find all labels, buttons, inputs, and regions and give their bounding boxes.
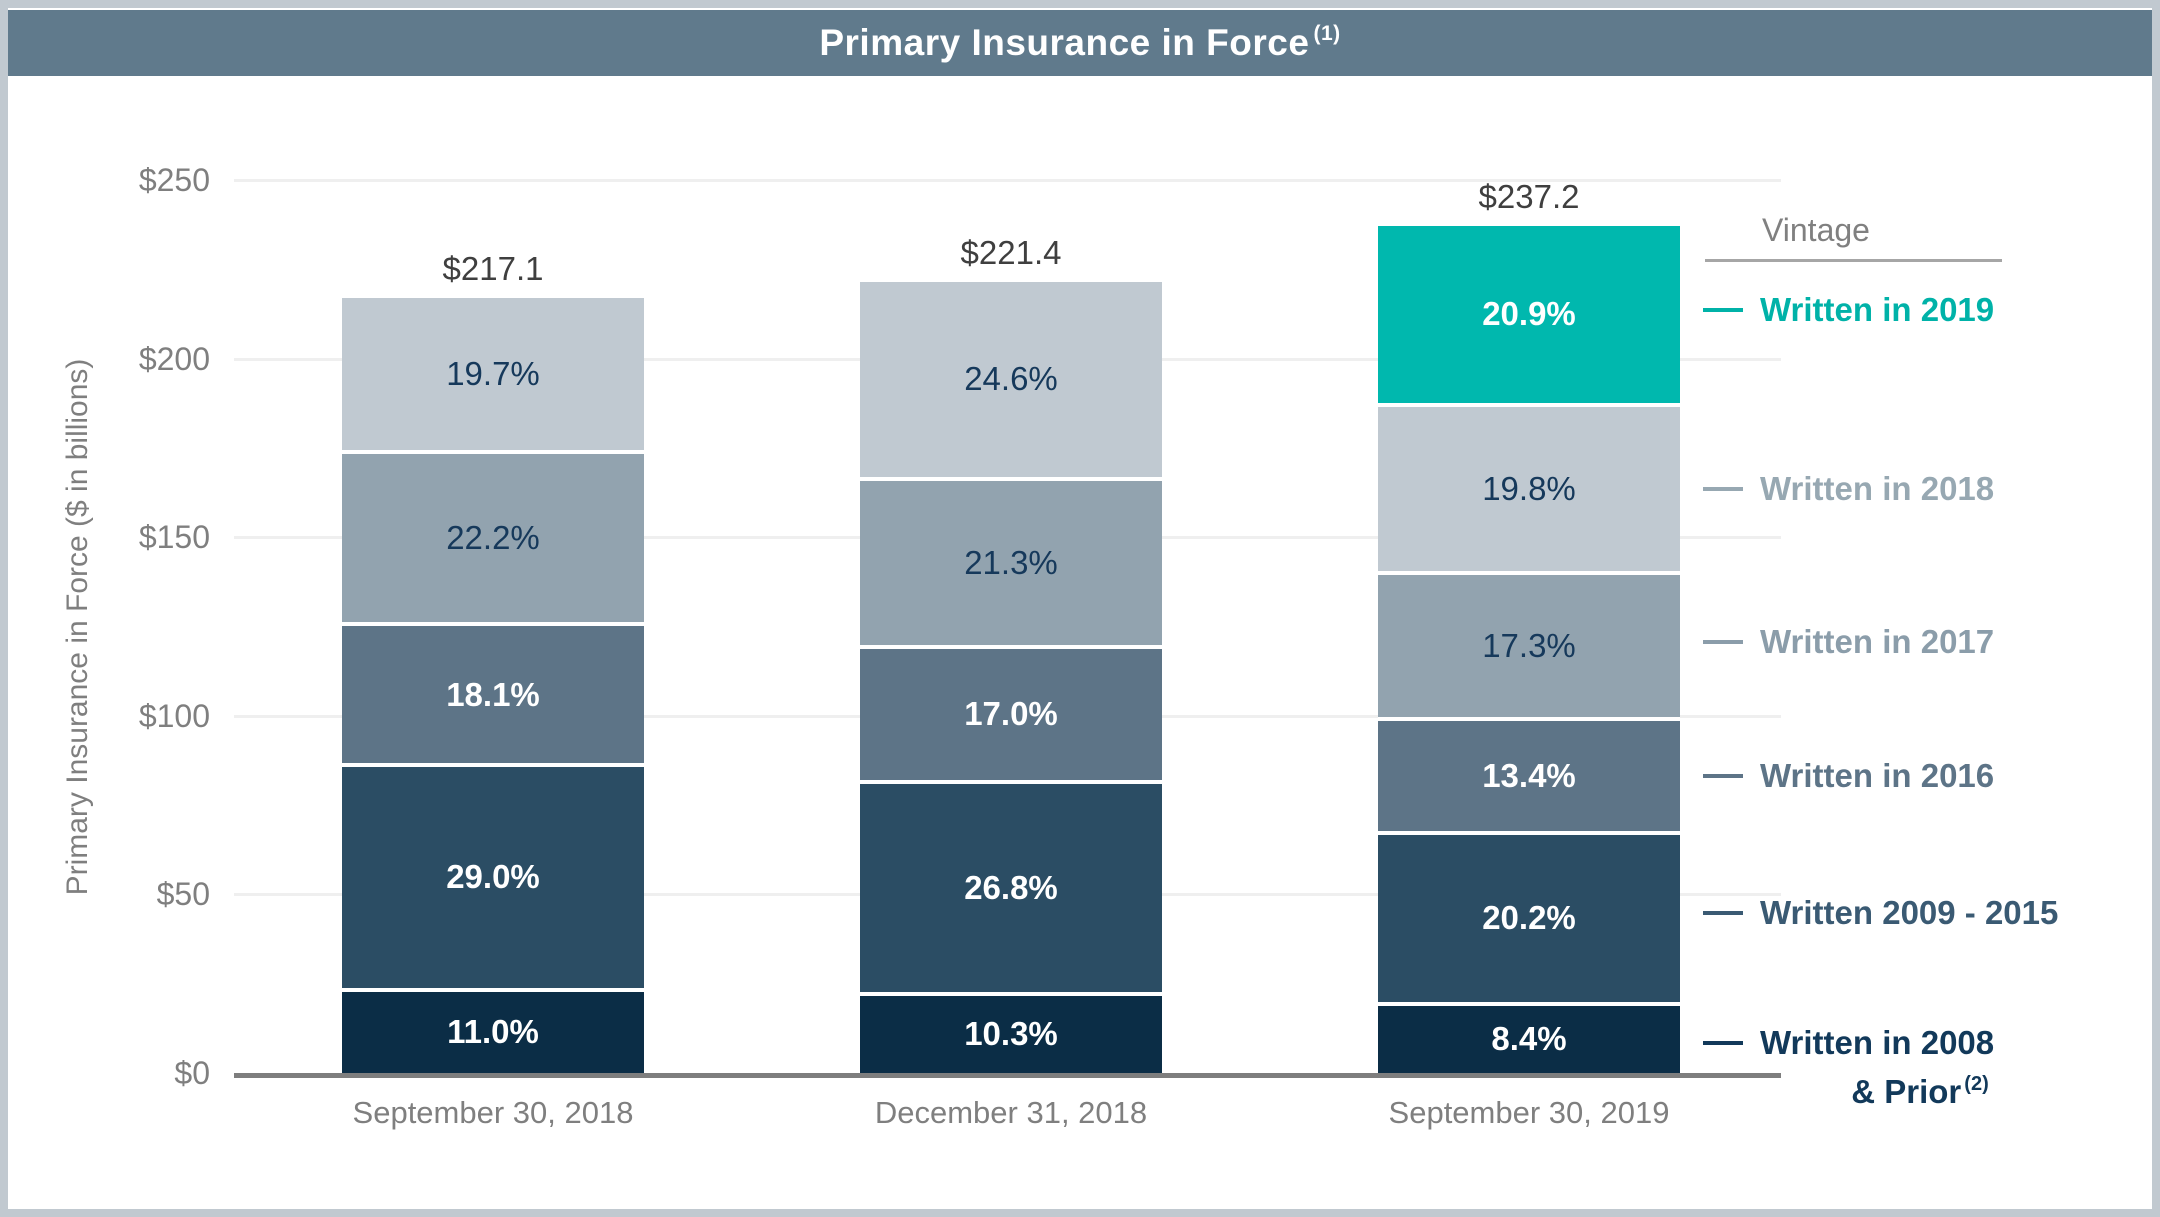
y-tick-label: $200 [138,340,210,377]
y-tick-label: $0 [174,1055,210,1091]
legend-label: Written 2009 - 2015 [1760,894,2059,931]
legend-label: Written in 2016 [1760,757,1995,794]
y-axis-title: Primary Insurance in Force ($ in billion… [61,358,94,896]
bar-total-label: $237.2 [1478,177,1580,215]
bar-segment: 19.8% [1378,402,1680,571]
x-axis-label: December 31, 2018 [874,1095,1148,1130]
legend-title: Vintage [1762,212,1870,248]
legend-dash [1703,1041,1743,1045]
bar-segment: 18.1% [342,622,644,763]
x-axis-label: September 30, 2018 [352,1095,634,1130]
bar-segment: 20.2% [1378,830,1680,1002]
bar-total-label: $221.4 [960,234,1062,272]
y-tick-label: $150 [138,519,210,556]
legend-dash [1703,487,1743,491]
bar-segment: 17.0% [860,645,1162,780]
x-axis-line [234,1073,1781,1078]
y-tick-label: $50 [156,876,210,913]
footnote-marker-1: (1) [1313,21,1341,45]
bar-segment: 20.9% [1378,225,1680,403]
legend-label: Written in 2019 [1760,291,1995,328]
bar-segment: 17.3% [1378,570,1680,718]
legend-dash [1703,911,1743,915]
legend-rule [1705,259,2002,262]
legend-label: Written in 2008 & Prior (2) [1760,1024,1995,1110]
bar-segment: 24.6% [860,282,1162,477]
bar-segment: 22.2% [342,450,644,623]
footnote-marker-2: (2) [1964,1073,1989,1095]
x-axis-label: September 30, 2019 [1388,1095,1670,1130]
legend-label: Written in 2017 [1760,623,1995,660]
bar-segment: 8.4% [1378,1001,1680,1073]
bar-segment: 21.3% [860,476,1162,646]
bar-segment: 19.7% [342,297,644,451]
legend-dash [1703,308,1743,312]
bar-segment: 10.3% [860,991,1162,1073]
bar-segment: 29.0% [342,762,644,988]
y-tick-label: $100 [138,697,210,734]
chart-title-bar: Primary Insurance in Force (1) [8,10,2152,76]
stacked-bar: 20.9% 19.8% 17.3% 13.4% 20.2% 8.4% [1378,225,1680,1073]
y-tick-label: $250 [138,162,210,198]
stacked-bar: 19.7% 22.2% 18.1% 29.0% 11.0% [342,297,644,1073]
page-title: Primary Insurance in Force (1) [819,21,1341,63]
bar-segment: 11.0% [342,987,644,1073]
stacked-bar: 24.6% 21.3% 17.0% 26.8% 10.3% [860,282,1162,1073]
legend-dash [1703,774,1743,778]
bar-segment: 13.4% [1378,717,1680,831]
bar-total-label: $217.1 [442,249,544,287]
bar-segment: 26.8% [860,779,1162,992]
legend-label: Written in 2018 [1760,470,1995,507]
gridline [234,179,1781,182]
legend-dash [1703,640,1743,644]
